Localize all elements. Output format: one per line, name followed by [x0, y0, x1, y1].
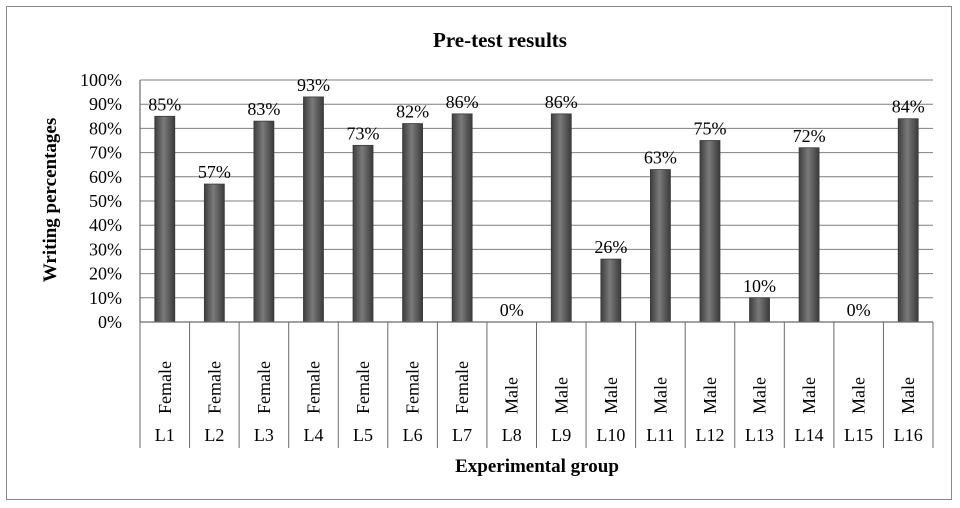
gender-label: Male: [750, 377, 770, 414]
y-tick-label: 20%: [89, 264, 122, 284]
x-axis-title: Experimental group: [455, 456, 619, 477]
category-label: L9: [551, 425, 571, 445]
data-label: 93%: [297, 75, 330, 95]
bar: [749, 297, 770, 323]
category-label: L6: [403, 425, 423, 445]
bar: [650, 169, 671, 323]
data-label: 0%: [500, 300, 524, 320]
gender-label: Male: [898, 377, 918, 414]
bars: [154, 96, 919, 323]
bar: [154, 115, 176, 323]
data-label: 0%: [847, 300, 871, 320]
data-labels: 85% 57% 83% 93% 73% 82% 86% 0% 86% 26% 63% 75% 10% 72…: [148, 75, 924, 320]
gender-label: Male: [700, 377, 720, 414]
y-tick-label: 90%: [89, 94, 122, 114]
bar: [352, 144, 374, 323]
gender-label: Male: [799, 377, 819, 414]
data-label: 75%: [693, 119, 726, 139]
gender-label: Male: [502, 377, 522, 414]
data-label: 63%: [644, 148, 677, 168]
category-label: L5: [353, 425, 373, 445]
y-tick-label: 0%: [98, 312, 122, 332]
bar: [798, 147, 820, 323]
y-tick-label: 30%: [89, 239, 122, 259]
category-label: L1: [155, 425, 175, 445]
category-label: L13: [745, 425, 774, 445]
data-label: 26%: [594, 237, 627, 257]
category-label: L10: [596, 425, 625, 445]
data-label: 86%: [545, 92, 578, 112]
y-tick-label: 70%: [89, 143, 122, 163]
bar: [253, 120, 275, 323]
x-axis-table: Female L1 Female L2 Female L3 Female L4 Female L5…: [139, 321, 934, 448]
bar: [699, 140, 721, 323]
y-tick-label: 10%: [89, 288, 122, 308]
bar: [897, 118, 919, 323]
gender-label: Female: [155, 361, 175, 414]
bar: [402, 123, 423, 323]
category-label: L4: [303, 425, 323, 445]
y-tick-label: 100%: [80, 70, 122, 90]
bar: [303, 96, 324, 323]
data-label: 10%: [743, 276, 776, 296]
data-label: 85%: [148, 94, 181, 114]
gender-label: Female: [403, 361, 423, 414]
y-tick-label: 60%: [89, 167, 122, 187]
bar: [203, 183, 225, 323]
gender-label: Male: [650, 377, 670, 414]
bar: [600, 258, 622, 323]
data-label: 82%: [396, 102, 429, 122]
category-label: L12: [695, 425, 724, 445]
y-tick-label: 40%: [89, 215, 122, 235]
category-label: L15: [844, 425, 873, 445]
gender-label: Male: [601, 377, 621, 414]
gender-label: Female: [353, 361, 373, 414]
y-tick-label: 80%: [89, 118, 122, 138]
data-label: 73%: [347, 123, 380, 143]
data-label: 57%: [198, 162, 231, 182]
category-label: L14: [795, 425, 824, 445]
category-label: L11: [646, 425, 674, 445]
gender-label: Male: [551, 377, 571, 414]
category-label: L8: [502, 425, 522, 445]
y-axis-title: Writing percentages: [40, 118, 61, 282]
data-label: 84%: [892, 97, 925, 117]
gender-label: Female: [452, 361, 472, 414]
data-label: 83%: [247, 99, 280, 119]
gender-label: Female: [254, 361, 274, 414]
category-label: L2: [204, 425, 224, 445]
gender-label: Male: [849, 377, 869, 414]
data-label: 86%: [446, 92, 479, 112]
category-label: L3: [254, 425, 274, 445]
category-label: L16: [894, 425, 923, 445]
bar: [550, 113, 572, 323]
gender-label: Female: [204, 361, 224, 414]
y-axis-ticks: 0% 10% 20% 30% 40% 50% 60% 70% 80% 90% 100%: [80, 70, 122, 332]
data-label: 72%: [793, 126, 826, 146]
gender-label: Female: [303, 361, 323, 414]
chart-title: Pre-test results: [433, 28, 567, 52]
y-tick-label: 50%: [89, 191, 122, 211]
category-label: L7: [452, 425, 472, 445]
bar: [451, 113, 473, 323]
